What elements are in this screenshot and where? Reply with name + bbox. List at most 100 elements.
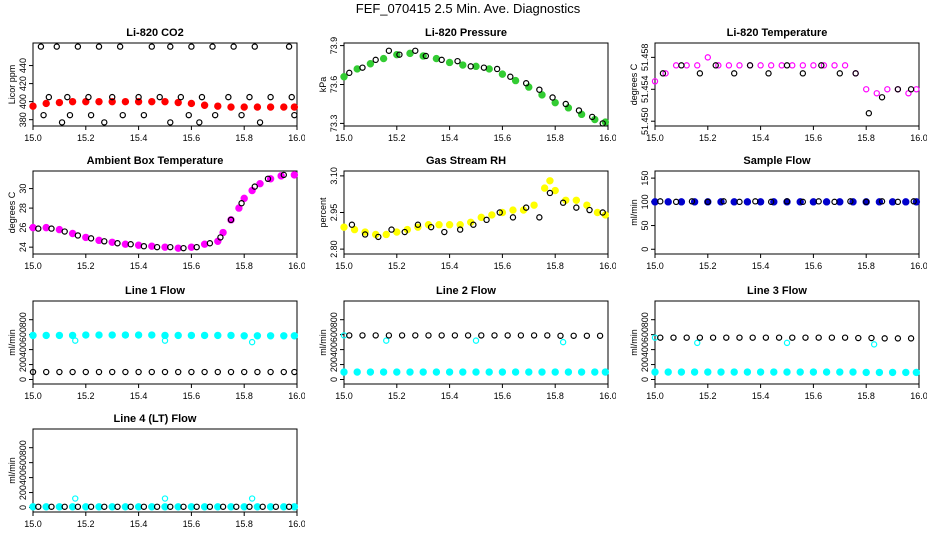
data-point [266, 332, 275, 340]
chart-panel-7: Line 2 Flow 15.0 15.2 15.4 15.6 15.8 16.0 0 200… [316, 285, 616, 410]
data-point [396, 51, 403, 58]
data-point [95, 43, 103, 50]
data-point [820, 62, 828, 69]
data-point [831, 62, 838, 69]
chart-title: Ambient Box Temperature [86, 155, 224, 167]
y-tick-label: 420 [18, 76, 28, 91]
data-point [375, 233, 382, 241]
y-tick-label: 200 [329, 357, 339, 372]
data-point [511, 76, 520, 85]
y-tick-label: 800 [18, 440, 28, 455]
data-point [451, 332, 459, 339]
y-axis-label: Licor ppm [7, 65, 17, 105]
plot-frame [32, 170, 298, 255]
x-tick-label: 15.6 [183, 133, 201, 143]
y-axis-label: ml/min [629, 329, 639, 356]
data-point [573, 204, 580, 211]
data-point [488, 211, 496, 219]
data-point [841, 62, 849, 69]
data-point [134, 331, 143, 339]
y-axis-label: degrees C [629, 63, 639, 105]
data-point [459, 61, 467, 69]
data-point [253, 332, 262, 340]
data-point [601, 368, 610, 376]
x-tick-label: 16.0 [599, 133, 616, 143]
data-point [912, 368, 921, 377]
data-point [285, 43, 293, 50]
data-point [227, 331, 235, 340]
data-point [256, 179, 264, 188]
data-point [767, 198, 775, 206]
y-tick-label: 3.10 [329, 167, 339, 185]
data-point [372, 56, 379, 64]
data-point [401, 228, 408, 236]
y-tick-label: 0 [18, 377, 28, 382]
data-point [248, 495, 256, 502]
data-point [42, 331, 50, 340]
data-point [253, 103, 262, 111]
data-point [280, 103, 288, 111]
data-point [672, 62, 680, 69]
data-point [385, 332, 393, 339]
data-point [267, 368, 274, 376]
data-point [240, 103, 248, 111]
data-point [121, 331, 130, 339]
data-point [841, 334, 849, 341]
data-point [881, 335, 888, 342]
y-tick-label: 50 [640, 221, 650, 231]
data-point [818, 62, 825, 69]
data-point [206, 503, 214, 510]
data-point [340, 73, 348, 81]
data-point [770, 368, 778, 376]
data-point [153, 503, 161, 510]
data-point [894, 335, 902, 342]
data-point [414, 221, 422, 228]
data-point [383, 337, 390, 344]
plot-frame [654, 300, 920, 385]
data-point [280, 368, 287, 376]
data-point [862, 198, 870, 206]
data-point [398, 332, 406, 339]
data-point [174, 368, 182, 376]
data-point [40, 111, 47, 119]
data-point [783, 62, 791, 69]
data-point [498, 70, 507, 78]
data-point [743, 368, 752, 376]
plot-frame [32, 42, 298, 127]
data-point [878, 94, 886, 101]
data-point [372, 332, 379, 339]
chart-svg: 15.0 15.2 15.4 15.6 15.8 16.0 73.3 73.6 73.9 kPa [318, 37, 616, 143]
y-tick-label: 26 [18, 223, 28, 233]
data-point [822, 198, 831, 206]
data-point [868, 334, 875, 342]
data-point [657, 334, 664, 341]
y-tick-label: 800 [329, 312, 339, 327]
data-point [865, 110, 873, 117]
data-point [559, 199, 567, 206]
data-point [61, 228, 68, 235]
data-point [902, 198, 910, 206]
chart-panel-6: Line 1 Flow 15.0 15.2 15.4 15.6 15.8 16.0 0 200… [5, 285, 305, 410]
x-tick-label: 15.0 [24, 519, 42, 529]
data-point [696, 70, 704, 77]
data-point [454, 57, 461, 65]
data-point [196, 119, 203, 126]
data-point [227, 103, 235, 111]
data-point [238, 111, 245, 119]
data-point [56, 368, 63, 376]
data-point [538, 91, 546, 99]
data-point [167, 243, 174, 251]
data-point [188, 43, 195, 50]
chart-svg: 15.0 15.2 15.4 15.6 15.8 16.0 0 50 100 150 ml/min [629, 170, 927, 271]
data-point [875, 368, 884, 377]
plot-frame [654, 42, 920, 127]
data-point [340, 223, 348, 231]
page-title: FEF_070415 2.5 Min. Ave. Diagnostics [355, 1, 581, 16]
data-point [119, 111, 126, 119]
plot-frame [343, 170, 609, 255]
chart-panel-4: Gas Stream RH 15.0 15.2 15.4 15.6 15.8 16.0 2.… [316, 155, 616, 280]
x-tick-label: 15.2 [388, 391, 406, 401]
data-point [64, 93, 71, 101]
data-point [588, 113, 596, 121]
data-point [551, 186, 559, 195]
